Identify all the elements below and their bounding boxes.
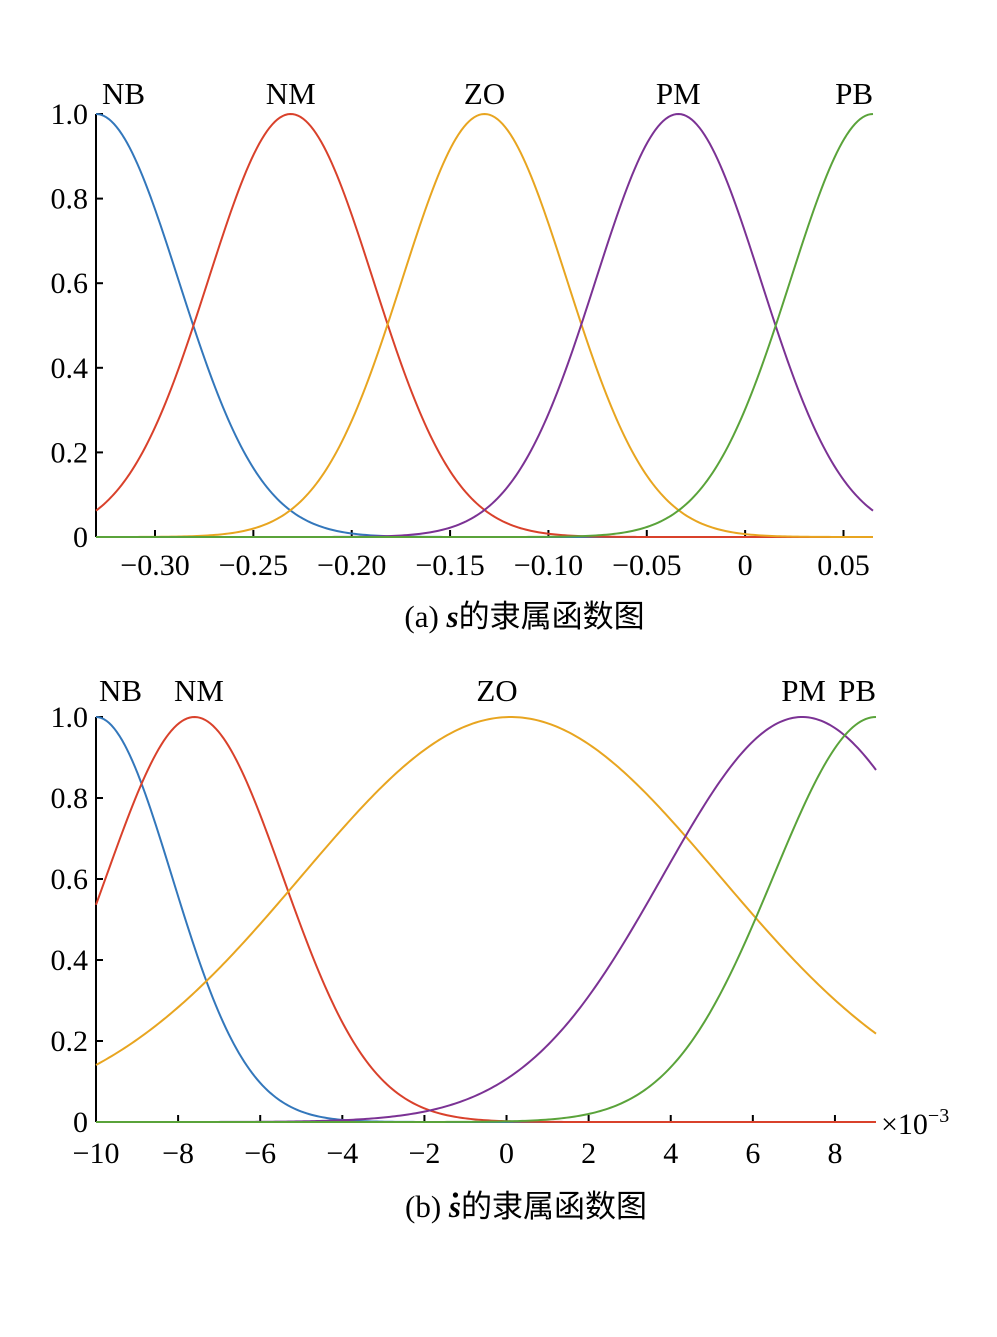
caption-variable: s — [448, 1189, 461, 1224]
series-line-nb — [95, 716, 876, 1123]
x-tick-label: −0.30 — [120, 549, 189, 582]
x-tick-label: −0.15 — [415, 549, 484, 582]
chart-caption: (a) s的隶属函数图 — [404, 599, 644, 634]
y-tick-label: 0.6 — [51, 863, 89, 896]
series-line-pb — [96, 716, 877, 1123]
x-tick-label: 4 — [663, 1137, 678, 1170]
series-line-zo — [95, 716, 877, 1066]
x-tick-label: 8 — [827, 1137, 842, 1170]
series-label-pb: PB — [835, 76, 873, 111]
y-tick-label: 0.6 — [51, 267, 89, 300]
series-label-pm: PM — [781, 673, 826, 708]
x-tick-label: −2 — [408, 1137, 440, 1170]
x-tick-label: −0.20 — [317, 549, 386, 582]
series-label-nb: NB — [102, 76, 145, 111]
caption-variable: s — [446, 599, 459, 634]
series-line-zo — [96, 112, 873, 538]
derivative-dot — [452, 1192, 459, 1198]
x-tick-label: 0.05 — [817, 549, 870, 582]
x-tick-label: −8 — [162, 1137, 194, 1170]
series-label-pm: PM — [656, 76, 701, 111]
x-tick-label: 0 — [738, 549, 753, 582]
x-tick-label: 6 — [745, 1137, 760, 1170]
x-tick-label: −10 — [73, 1137, 120, 1170]
x-tick-label: 2 — [581, 1137, 596, 1170]
series-label-nb: NB — [99, 673, 142, 708]
x-tick-label: −0.05 — [612, 549, 681, 582]
series-line-nb — [95, 113, 873, 538]
series-line-nm — [95, 715, 876, 1123]
y-tick-label: 1.0 — [51, 701, 89, 734]
y-tick-label: 0.8 — [51, 782, 89, 815]
chart-a: 0 0.2 0.4 0.6 0.8 1.0 −0.30 −0.25 −0.20 −0.15 −0.1… — [51, 76, 874, 634]
x-tick-label: −4 — [326, 1137, 358, 1170]
y-tick-label: 0 — [73, 1106, 88, 1139]
series-line-pm — [96, 113, 874, 538]
series-line-pm — [96, 716, 877, 1123]
series-label-zo: ZO — [476, 673, 517, 708]
chart-caption: (b) s的隶属函数图 — [405, 1189, 647, 1224]
y-tick-label: 0 — [73, 521, 88, 554]
series-label-zo: ZO — [464, 76, 505, 111]
x-axis-exponent: ×10−3 — [881, 1105, 949, 1141]
y-tick-label: 0.2 — [51, 1025, 89, 1058]
y-tick-label: 0.4 — [51, 944, 89, 977]
chart-b: 0 0.2 0.4 0.6 0.8 1.0 −10 −8 −6 −4 −2 0 2 4 6 8 ×10−3 NB N… — [51, 673, 950, 1224]
series-label-nm: NM — [174, 673, 224, 708]
y-tick-label: 0.8 — [51, 183, 89, 216]
x-tick-label: 0 — [499, 1137, 514, 1170]
y-tick-label: 1.0 — [51, 98, 89, 131]
series-line-pb — [96, 113, 874, 538]
y-tick-label: 0.4 — [51, 352, 89, 385]
x-tick-label: −6 — [244, 1137, 276, 1170]
series-label-pb: PB — [838, 673, 876, 708]
x-tick-label: −0.10 — [514, 549, 583, 582]
y-tick-label: 0.2 — [51, 436, 89, 469]
series-line-nm — [95, 113, 873, 538]
x-tick-label: −0.25 — [219, 549, 288, 582]
series-label-nm: NM — [266, 76, 316, 111]
